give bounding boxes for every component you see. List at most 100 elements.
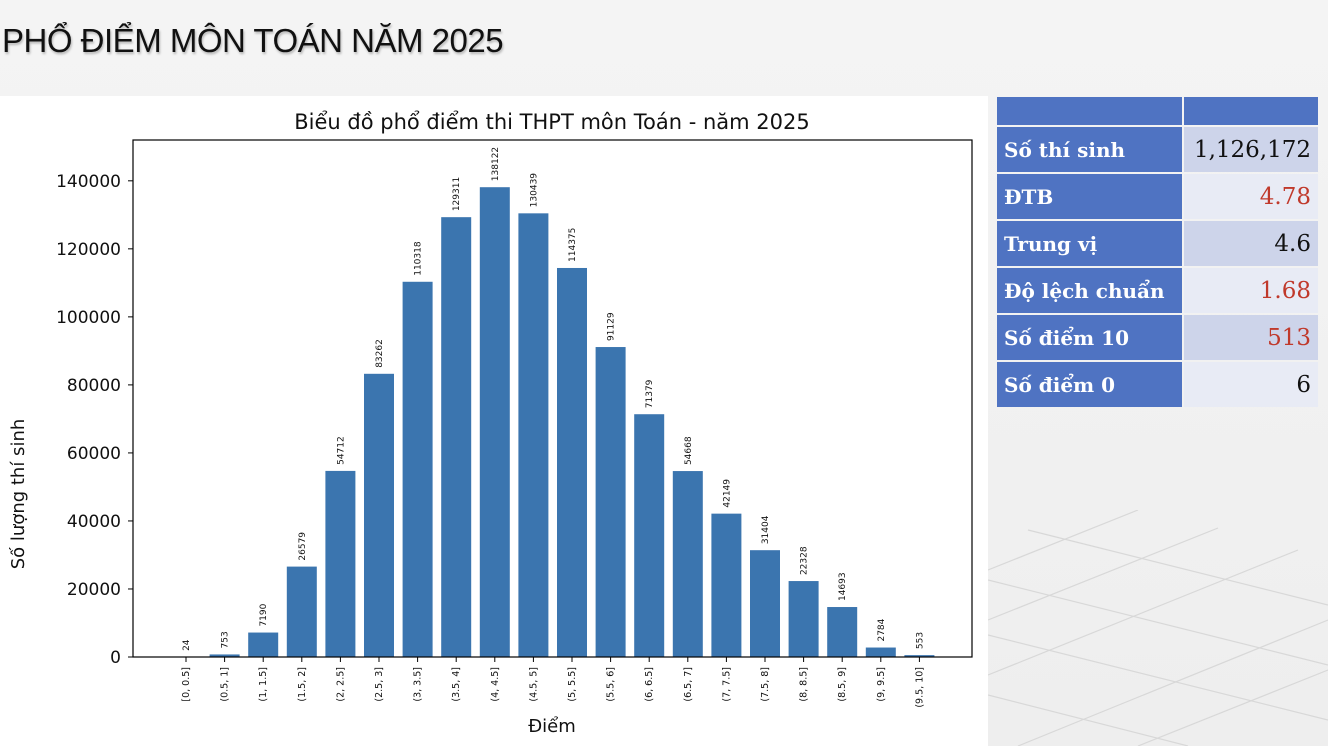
bar-value-label: 7190 [259,603,269,626]
bar [248,632,279,657]
stats-label: Số điểm 10 [997,315,1182,360]
y-axis-ticks: 0 20000 40000 60000 80000 100000 120000 140000 [56,172,133,668]
stats-label: Số điểm 0 [997,362,1182,407]
stats-value: 6 [1184,362,1318,407]
bar [750,550,780,657]
x-tick-label: (4.5, 5] [528,667,539,702]
bar-value-label: 110318 [414,241,424,276]
stats-row: Số điểm 10 513 [997,315,1318,360]
bar-value-label: 54712 [336,436,346,465]
bar-value-label: 24 [182,639,192,651]
y-tick-label: 120000 [56,240,121,260]
bar-value-label: 31404 [761,515,771,544]
bar [672,471,703,657]
bar-value-label: 553 [915,632,925,649]
x-tick-label: (1, 1.5] [258,667,269,702]
bar-value-label: 138122 [491,147,501,181]
x-tick-label: (2, 2.5] [335,667,346,702]
decorative-grid [988,510,1328,746]
stats-header-cell [997,97,1182,125]
x-tick-label: (9, 9.5] [876,667,887,702]
x-tick-label: (7, 7.5] [721,667,732,702]
bar [788,581,819,657]
bar-value-label: 22328 [800,546,810,575]
bar-value-label: 114375 [568,228,578,262]
stats-row: ĐTB 4.78 [997,174,1318,219]
stats-label: ĐTB [997,174,1182,219]
x-tick-label: (9.5, 10] [914,667,925,708]
y-tick-label: 20000 [67,580,121,600]
bar-value-label: 130439 [529,173,539,208]
bar-value-label: 71379 [645,379,655,408]
bar-value-label: 54668 [684,436,694,465]
bar-value-label: 753 [221,631,231,648]
x-tick-label: (1.5, 2] [297,667,308,702]
y-tick-label: 140000 [56,172,121,192]
bar-value-label: 14693 [838,572,848,601]
x-tick-label: (7.5, 8] [760,667,771,702]
x-tick-label: (0.5, 1] [220,667,231,702]
stats-label: Độ lệch chuẩn [997,268,1182,313]
bar [711,513,742,657]
stats-value: 4.6 [1184,221,1318,266]
y-axis-label: Số lượng thí sinh [8,419,29,570]
bar-value-label: 42149 [722,479,732,508]
stats-value: 1.68 [1184,268,1318,313]
x-tick-label: (3.5, 4] [451,667,462,702]
bar [557,267,587,657]
stats-table: Số thí sinh 1,126,172 ĐTB 4.78 Trung vị … [995,95,1320,409]
y-tick-label: 60000 [67,444,121,464]
bar-value-label: 26579 [298,532,308,561]
x-tick-label: (8, 8.5] [799,667,810,702]
bar [518,213,549,658]
x-tick-label: (4, 4.5] [490,667,501,702]
stats-header-row [997,97,1318,125]
stats-label: Số thí sinh [997,127,1182,172]
x-tick-label: (6.5, 7] [683,667,694,702]
x-tick-label: (8.5, 9] [837,667,848,702]
bar [634,414,665,657]
bar [827,607,858,657]
bar-value-label: 129311 [452,177,462,211]
x-axis-label: Điểm [528,716,576,737]
x-axis-ticks: [0, 0.5] (0.5, 1] (1, 1.5] (1.5, 2] (2, 2.5]… [181,657,925,708]
bar-value-label: 91129 [607,312,617,341]
plot-frame [132,139,973,658]
y-tick-label: 100000 [56,308,121,328]
y-tick-label: 0 [110,648,121,668]
x-tick-label: (6, 6.5] [644,667,655,702]
chart-panel: Biểu đồ phổ điểm thi THPT môn Toán - năm… [0,96,988,746]
bars-group [171,187,935,658]
bar [595,347,626,657]
bar-value-labels: 24 753 7190 26579 54712 83262 110318 129311 1381… [182,147,925,651]
chart-title: Biểu đồ phổ điểm thi THPT môn Toán - năm… [294,110,809,134]
stats-value: 1,126,172 [1184,127,1318,172]
y-tick-label: 40000 [67,512,121,532]
y-tick-label: 80000 [67,376,121,396]
stats-value: 4.78 [1184,174,1318,219]
stats-row: Độ lệch chuẩn 1.68 [997,268,1318,313]
x-tick-label: (5.5, 6] [606,667,617,702]
bar [364,373,394,657]
stats-label: Trung vị [997,221,1182,266]
x-tick-label: (5, 5.5] [567,667,578,702]
slide-title: PHỔ ĐIỂM MÔN TOÁN NĂM 2025 [2,22,504,59]
bar [479,187,510,657]
x-tick-label: (3, 3.5] [413,667,424,702]
stats-row: Số thí sinh 1,126,172 [997,127,1318,172]
bar [325,470,356,657]
stats-row: Trung vị 4.6 [997,221,1318,266]
bar [441,217,472,657]
bar-chart: Biểu đồ phổ điểm thi THPT môn Toán - năm… [8,110,973,737]
stats-row: Số điểm 0 6 [997,362,1318,407]
bar [904,655,935,657]
x-tick-label: (2.5, 3] [374,667,385,702]
bar-value-label: 2784 [877,618,887,641]
x-tick-label: [0, 0.5] [181,667,192,702]
stats-header-cell [1184,97,1318,125]
bar [865,647,896,657]
bar [209,654,240,657]
stats-value: 513 [1184,315,1318,360]
bar [402,281,433,657]
bar [286,566,317,657]
